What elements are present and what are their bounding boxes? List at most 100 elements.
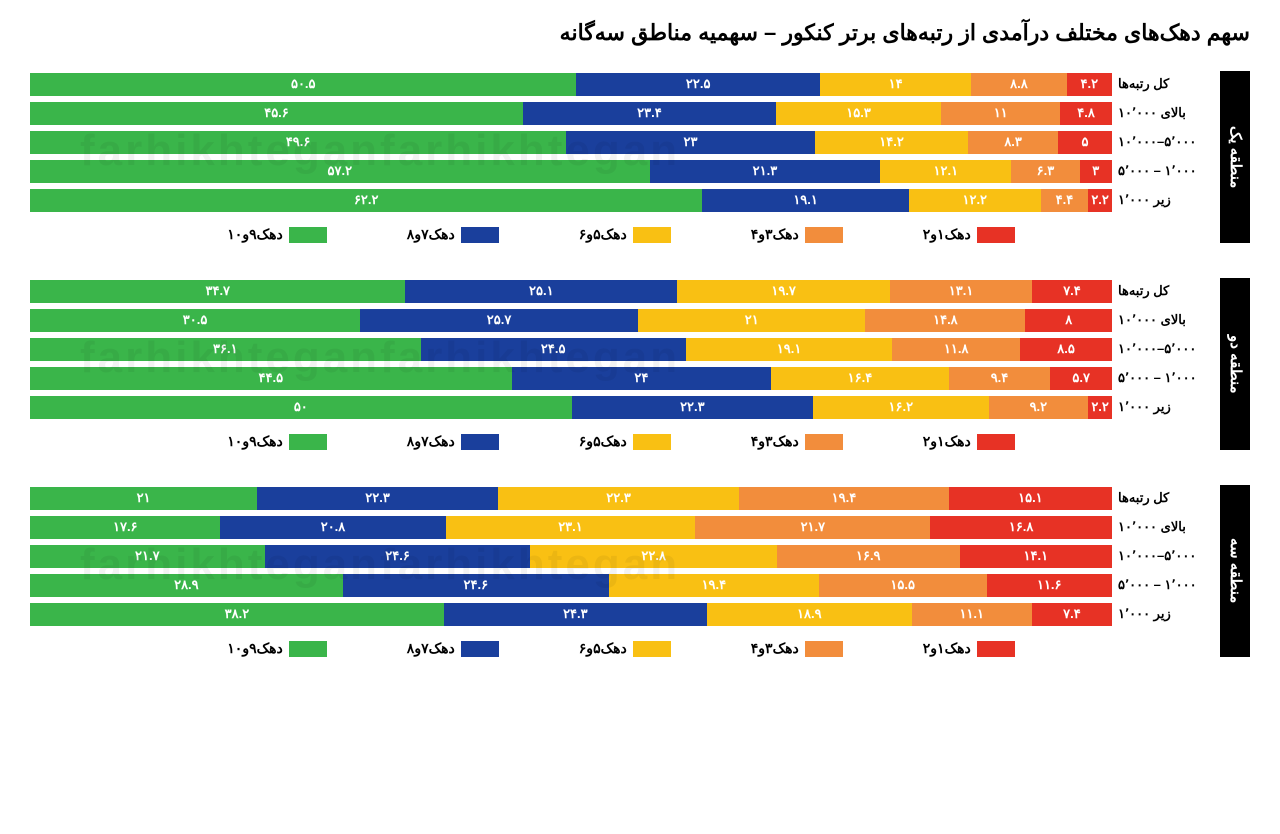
legend-label: دهک۱و۲ bbox=[923, 640, 971, 657]
bar-segment: ۱۹.۴ bbox=[609, 574, 819, 597]
legend-item: دهک۱و۲ bbox=[923, 640, 1015, 657]
bar-segment: ۲۳.۴ bbox=[523, 102, 776, 125]
bar-segment: ۲۵.۷ bbox=[360, 309, 638, 332]
bar-row: بالای ۱۰٬۰۰۰۱۶.۸۲۱.۷۲۳.۱۲۰.۸۱۷.۶ bbox=[30, 514, 1212, 540]
bar-segment: ۲۴.۳ bbox=[444, 603, 707, 626]
bar-segment: ۲۲.۸ bbox=[530, 545, 776, 568]
bar-segment: ۴.۸ bbox=[1060, 102, 1112, 125]
bar-segment: ۵۷.۲ bbox=[30, 160, 650, 183]
bar-segment: ۱۶.۴ bbox=[771, 367, 948, 390]
bar-segment: ۲۸.۹ bbox=[30, 574, 343, 597]
bar-row: ۵٬۰۰۰–۱۰٬۰۰۰۸.۵۱۱.۸۱۹.۱۲۴.۵۳۶.۱ bbox=[30, 336, 1212, 362]
stacked-bar: ۷.۴۱۳.۱۱۹.۷۲۵.۱۳۴.۷ bbox=[30, 280, 1112, 303]
bar-segment: ۱۱.۶ bbox=[987, 574, 1113, 597]
chart-container: منطقه یک farhikhteganfarhikhteganکل رتبه‌… bbox=[30, 71, 1250, 657]
bar-segment: ۴۴.۵ bbox=[30, 367, 511, 390]
bar-segment: ۲۴.۶ bbox=[265, 545, 531, 568]
bar-segment: ۱۲.۱ bbox=[880, 160, 1011, 183]
legend-swatch bbox=[633, 227, 671, 243]
bar-segment: ۷.۴ bbox=[1032, 603, 1112, 626]
region-body: farhikhteganfarhikhteganکل رتبه‌ها۴.۲۸.۸… bbox=[30, 71, 1212, 243]
stacked-bar: ۱۴.۱۱۶.۹۲۲.۸۲۴.۶۲۱.۷ bbox=[30, 545, 1112, 568]
bar-segment: ۲۱.۷ bbox=[695, 516, 930, 539]
row-label: کل رتبه‌ها bbox=[1112, 76, 1212, 92]
legend-swatch bbox=[977, 227, 1015, 243]
legend-label: دهک۳و۴ bbox=[751, 433, 799, 450]
bar-segment: ۱۶.۸ bbox=[930, 516, 1112, 539]
legend-label: دهک۵و۶ bbox=[579, 226, 627, 243]
bar-segment: ۲۴.۶ bbox=[343, 574, 609, 597]
row-label: زیر ۱٬۰۰۰ bbox=[1112, 399, 1212, 415]
bar-segment: ۷.۴ bbox=[1032, 280, 1112, 303]
bar-segment: ۳۶.۱ bbox=[30, 338, 421, 361]
legend-item: دهک۳و۴ bbox=[751, 226, 843, 243]
bar-row: زیر ۱٬۰۰۰۲.۲۹.۲۱۶.۲۲۲.۳۵۰ bbox=[30, 394, 1212, 420]
legend-swatch bbox=[633, 641, 671, 657]
bar-segment: ۱۵.۵ bbox=[819, 574, 987, 597]
row-label: بالای ۱۰٬۰۰۰ bbox=[1112, 105, 1212, 121]
bar-segment: ۲۳ bbox=[566, 131, 815, 154]
bar-segment: ۲۵.۱ bbox=[405, 280, 677, 303]
bar-segment: ۶۲.۲ bbox=[30, 189, 702, 212]
stacked-bar: ۸.۵۱۱.۸۱۹.۱۲۴.۵۳۶.۱ bbox=[30, 338, 1112, 361]
row-label: ۵٬۰۰۰–۱۰٬۰۰۰ bbox=[1112, 548, 1212, 564]
bar-segment: ۲۴ bbox=[512, 367, 772, 390]
stacked-bar: ۳۶.۳۱۲.۱۲۱.۳۵۷.۲ bbox=[30, 160, 1112, 183]
region-label: منطقه سه bbox=[1220, 485, 1250, 657]
bar-segment: ۳۸.۲ bbox=[30, 603, 444, 626]
bar-segment: ۳۰.۵ bbox=[30, 309, 360, 332]
stacked-bar: ۸۱۴.۸۲۱۲۵.۷۳۰.۵ bbox=[30, 309, 1112, 332]
bar-segment: ۹.۴ bbox=[949, 367, 1051, 390]
bar-segment: ۵۰.۵ bbox=[30, 73, 576, 96]
legend-item: دهک۵و۶ bbox=[579, 433, 671, 450]
bar-row: زیر ۱٬۰۰۰۲.۲۴.۴۱۲.۲۱۹.۱۶۲.۲ bbox=[30, 187, 1212, 213]
row-label: ۱٬۰۰۰ – ۵٬۰۰۰ bbox=[1112, 163, 1212, 179]
legend-label: دهک۱و۲ bbox=[923, 226, 971, 243]
legend-item: دهک۱و۲ bbox=[923, 433, 1015, 450]
legend-item: دهک۹و۱۰ bbox=[227, 433, 327, 450]
legend-label: دهک۹و۱۰ bbox=[227, 640, 283, 657]
bar-segment: ۹.۲ bbox=[989, 396, 1089, 419]
bar-segment: ۸.۳ bbox=[968, 131, 1058, 154]
bar-segment: ۲.۲ bbox=[1088, 189, 1112, 212]
bar-row: کل رتبه‌ها۴.۲۸.۸۱۴۲۲.۵۵۰.۵ bbox=[30, 71, 1212, 97]
legend-swatch bbox=[805, 641, 843, 657]
row-label: زیر ۱٬۰۰۰ bbox=[1112, 192, 1212, 208]
legend: دهک۱و۲ دهک۳و۴ دهک۵و۶ دهک۷و۸ دهک۹و۱۰ bbox=[30, 433, 1212, 450]
region-label: منطقه دو bbox=[1220, 278, 1250, 450]
legend-label: دهک۷و۸ bbox=[407, 433, 455, 450]
legend-swatch bbox=[461, 641, 499, 657]
legend-swatch bbox=[805, 434, 843, 450]
bar-segment: ۴۵.۶ bbox=[30, 102, 523, 125]
legend-label: دهک۷و۸ bbox=[407, 226, 455, 243]
bar-row: کل رتبه‌ها۱۵.۱۱۹.۴۲۲.۳۲۲.۳۲۱ bbox=[30, 485, 1212, 511]
bar-segment: ۲۳.۱ bbox=[446, 516, 696, 539]
bar-row: بالای ۱۰٬۰۰۰۸۱۴.۸۲۱۲۵.۷۳۰.۵ bbox=[30, 307, 1212, 333]
legend-item: دهک۳و۴ bbox=[751, 433, 843, 450]
bar-segment: ۲۴.۵ bbox=[421, 338, 686, 361]
row-label: بالای ۱۰٬۰۰۰ bbox=[1112, 312, 1212, 328]
legend-label: دهک۵و۶ bbox=[579, 433, 627, 450]
bar-segment: ۲۰.۸ bbox=[220, 516, 445, 539]
bar-segment: ۱۶.۲ bbox=[813, 396, 988, 419]
bar-row: کل رتبه‌ها۷.۴۱۳.۱۱۹.۷۲۵.۱۳۴.۷ bbox=[30, 278, 1212, 304]
legend-swatch bbox=[289, 227, 327, 243]
legend-label: دهک۹و۱۰ bbox=[227, 226, 283, 243]
legend-item: دهک۱و۲ bbox=[923, 226, 1015, 243]
bar-segment: ۵۰ bbox=[30, 396, 572, 419]
bar-segment: ۱۱.۱ bbox=[912, 603, 1032, 626]
region-label: منطقه یک bbox=[1220, 71, 1250, 243]
row-label: ۱٬۰۰۰ – ۵٬۰۰۰ bbox=[1112, 577, 1212, 593]
legend-swatch bbox=[461, 227, 499, 243]
bar-segment: ۴.۴ bbox=[1041, 189, 1089, 212]
bar-segment: ۳۴.۷ bbox=[30, 280, 405, 303]
legend-item: دهک۵و۶ bbox=[579, 640, 671, 657]
bar-segment: ۳ bbox=[1080, 160, 1112, 183]
region-body: farhikhteganfarhikhteganکل رتبه‌ها۱۵.۱۱۹… bbox=[30, 485, 1212, 657]
stacked-bar: ۴.۲۸.۸۱۴۲۲.۵۵۰.۵ bbox=[30, 73, 1112, 96]
bar-segment: ۲۲.۳ bbox=[498, 487, 739, 510]
row-label: بالای ۱۰٬۰۰۰ bbox=[1112, 519, 1212, 535]
bar-segment: ۶.۳ bbox=[1011, 160, 1079, 183]
legend-item: دهک۹و۱۰ bbox=[227, 640, 327, 657]
bar-segment: ۲۱.۳ bbox=[650, 160, 881, 183]
